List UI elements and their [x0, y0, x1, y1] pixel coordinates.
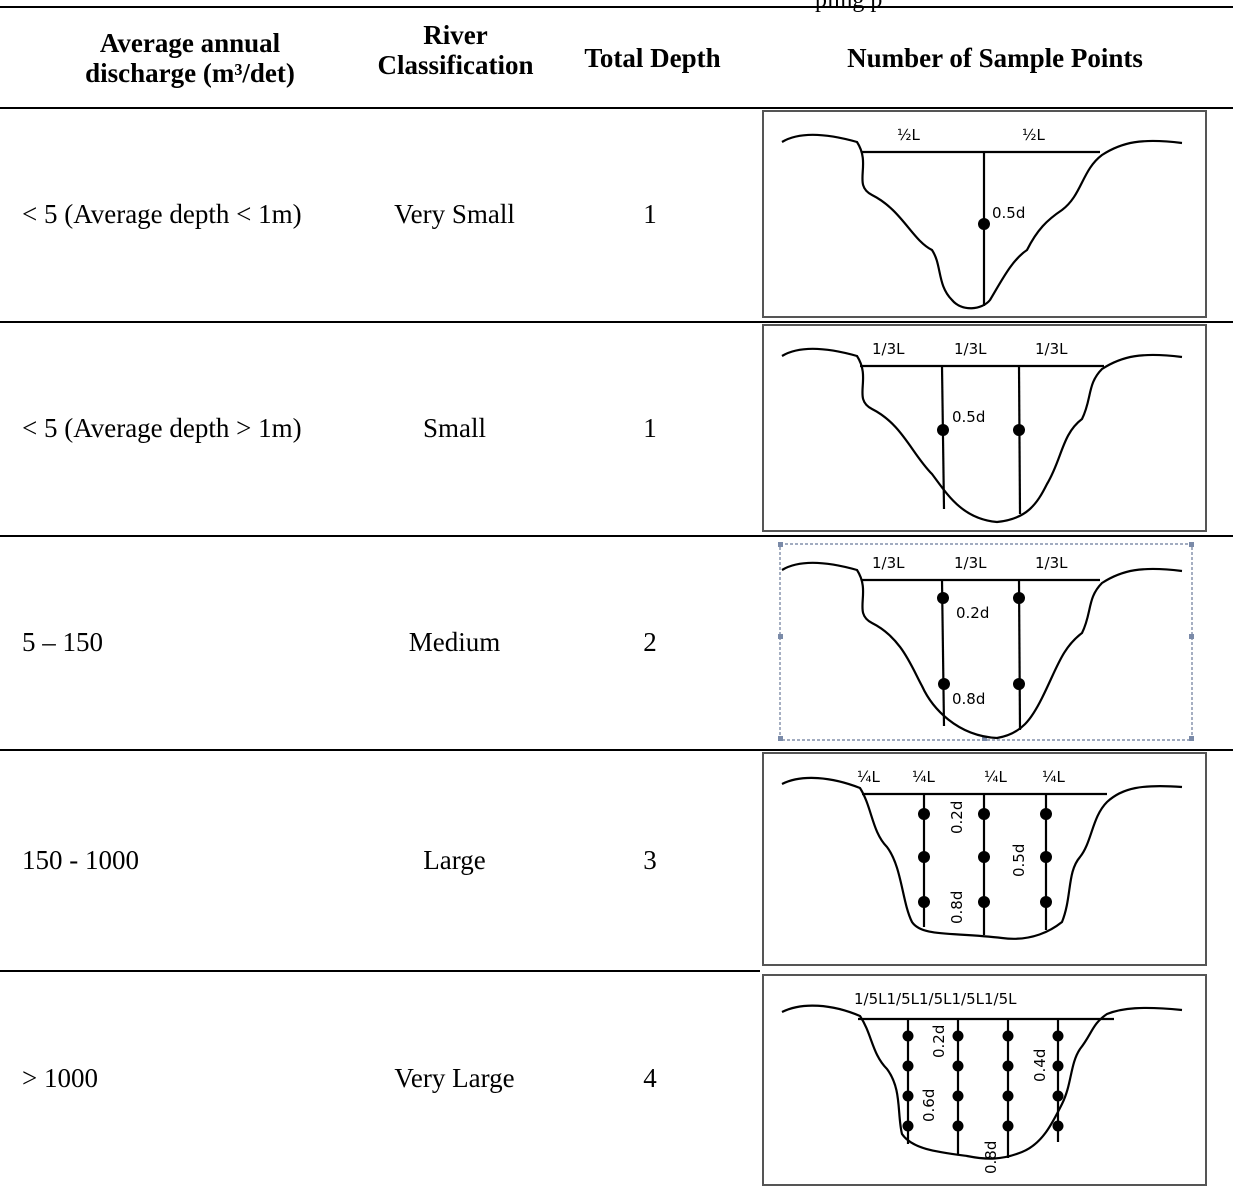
header-classification: River Classification — [358, 0, 553, 100]
row-rule-3 — [0, 749, 1233, 751]
row4-width-label-4: ¼L — [1042, 768, 1066, 786]
row2-depth: 1 — [643, 413, 657, 443]
row1-cross-section-figure: ½L ½L 0.5d — [762, 110, 1207, 318]
row2-width-label-2: 1/3L — [954, 340, 987, 358]
row1-width-label-2: ½L — [1022, 126, 1046, 144]
row3-depth-label-1: 0.2d — [956, 604, 989, 622]
header-discharge-line1: Average annual — [99, 28, 281, 58]
row1-classification: Very Small — [394, 199, 515, 229]
row2-depth-label-1: 0.5d — [952, 408, 985, 426]
row5-depth-label-4: 0.8d — [982, 1141, 1000, 1174]
row1-width-label-1: ½L — [897, 126, 921, 144]
row4-classification: Large — [423, 844, 486, 875]
row3-width-label-1: 1/3L — [872, 554, 905, 572]
header-discharge-line2: discharge (m³/det) — [85, 58, 295, 88]
row-rule-2 — [0, 535, 1233, 537]
row1-discharge: < 5 (Average depth < 1m) — [22, 199, 302, 229]
row5-depth-label-1: 0.2d — [930, 1025, 948, 1058]
row3-width-label-3: 1/3L — [1035, 554, 1068, 572]
row3-depth: 2 — [643, 627, 657, 657]
row5-cross-section-figure: 1/5L1/5L1/5L1/5L1/5L 0.2d 0.4d 0.6d 0.8d — [762, 974, 1207, 1186]
row5-classification: Very Large — [394, 1063, 515, 1093]
row-rule-4 — [0, 970, 760, 972]
header-discharge: Average annual discharge (m³/det) — [40, 8, 340, 108]
row3-depth-label-2: 0.8d — [952, 690, 985, 708]
header-sample-points: Number of Sample Points — [847, 43, 1143, 73]
header-classification-line2: Classification — [377, 50, 534, 80]
row1-depth-label-1: 0.5d — [992, 204, 1025, 222]
row4-discharge: 150 - 1000 — [22, 844, 139, 875]
header-classification-line1: River — [423, 20, 488, 50]
table-top-rule — [0, 6, 1233, 8]
row-rule-1 — [0, 321, 1233, 323]
row4-depth-label-2: 0.5d — [1010, 844, 1028, 877]
row5-discharge: > 1000 — [22, 1063, 98, 1093]
row5-depth-label-3: 0.6d — [920, 1089, 938, 1122]
row5-depth-label-2: 0.4d — [1031, 1049, 1049, 1082]
row2-cross-section-figure: 1/3L 1/3L 1/3L 0.5d — [762, 324, 1207, 532]
row3-width-label-2: 1/3L — [954, 554, 987, 572]
row4-depth-label-3: 0.8d — [948, 891, 966, 924]
row4-width-label-1: ¼L — [857, 768, 881, 786]
row4-cross-section-figure: ¼L ¼L ¼L ¼L 0.2d 0.5d 0.8d — [762, 752, 1207, 966]
header-total-depth: Total Depth — [584, 43, 721, 73]
row2-discharge: < 5 (Average depth > 1m) — [22, 413, 302, 443]
row4-width-label-3: ¼L — [984, 768, 1008, 786]
row3-classification: Medium — [408, 627, 501, 657]
row1-depth: 1 — [643, 199, 657, 229]
row2-width-label-3: 1/3L — [1035, 340, 1068, 358]
row4-width-label-2: ¼L — [912, 768, 936, 786]
row5-depth: 4 — [643, 1063, 657, 1093]
row2-classification: Small — [422, 413, 486, 443]
header-rule — [0, 107, 1233, 109]
row4-depth-label-1: 0.2d — [948, 801, 966, 834]
row2-width-label-1: 1/3L — [872, 340, 905, 358]
row3-discharge: 5 – 150 — [22, 627, 103, 657]
row3-cross-section-figure: 1/3L 1/3L 1/3L 0.2d 0.8d — [762, 538, 1207, 746]
row4-depth: 3 — [643, 844, 657, 875]
row5-width-labels: 1/5L1/5L1/5L1/5L1/5L — [854, 990, 1017, 1008]
